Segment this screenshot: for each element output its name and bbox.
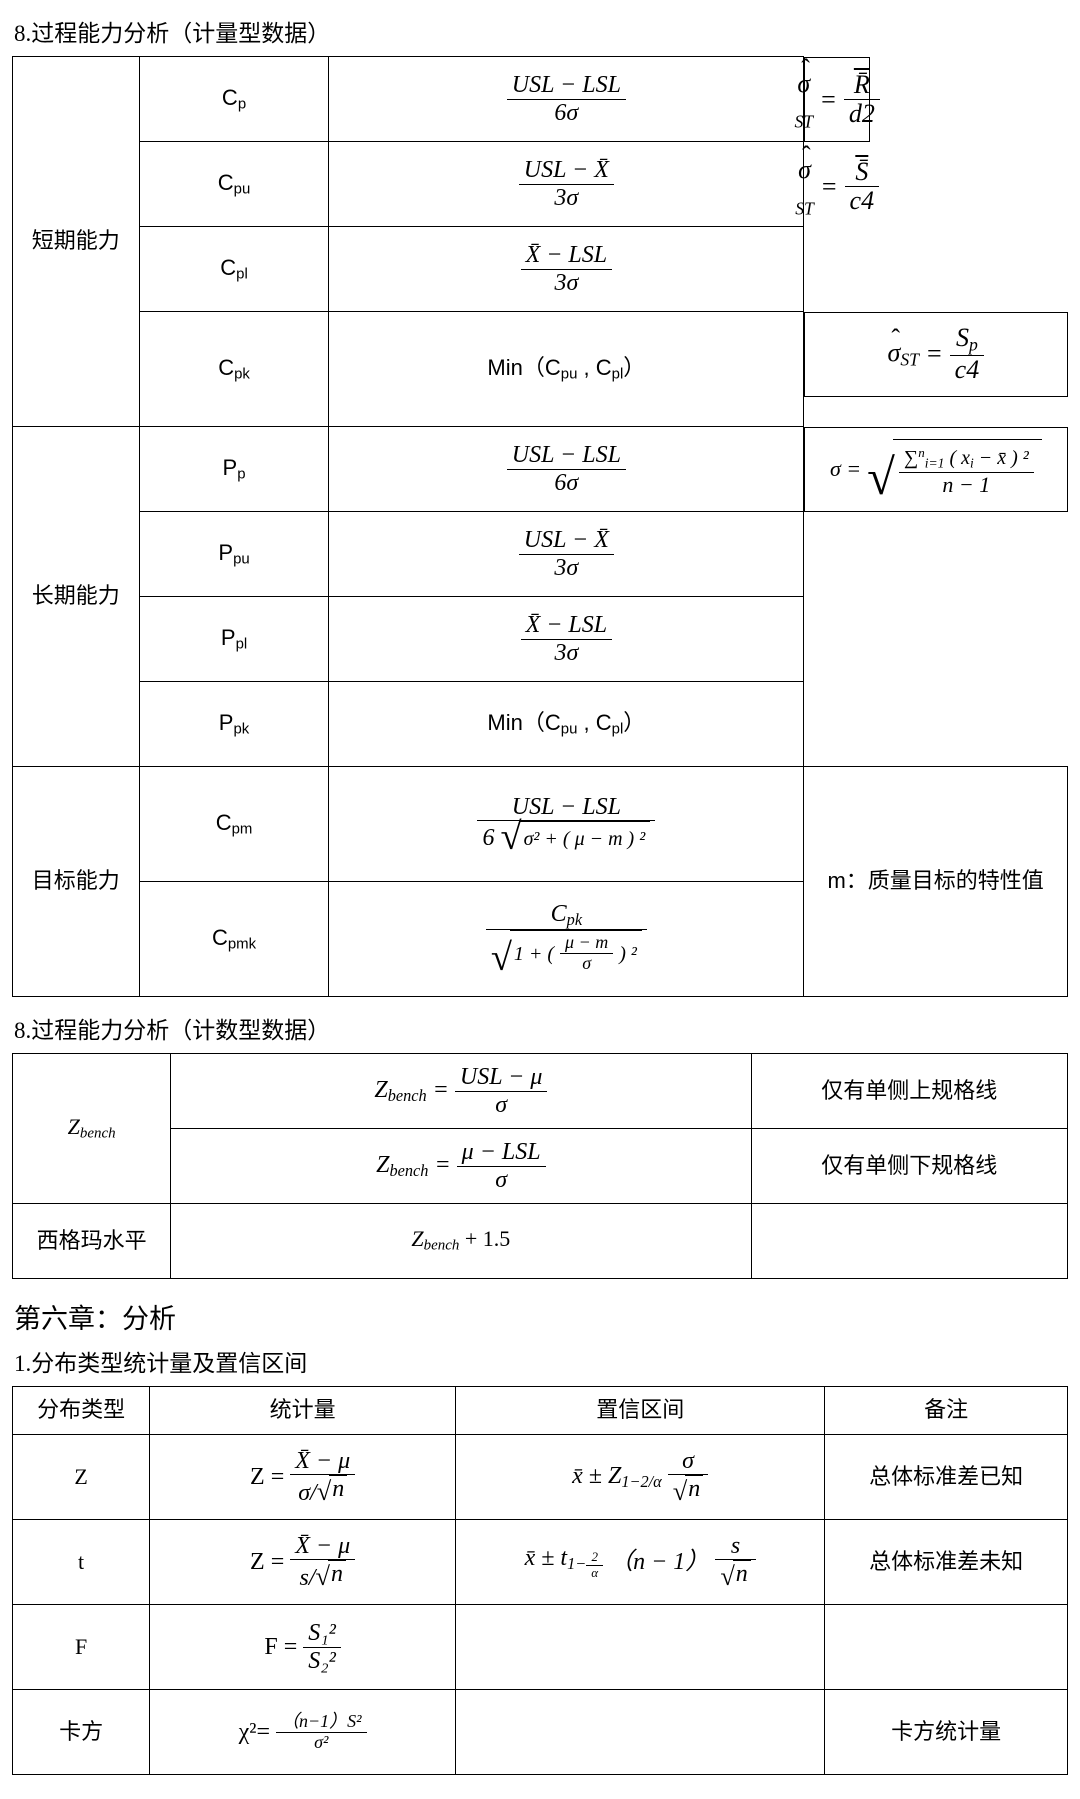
row-label-short: 短期能力 bbox=[13, 57, 140, 427]
formula-cpl: X̄ − LSL3σ bbox=[329, 227, 804, 312]
dist-t-label: t bbox=[13, 1520, 150, 1605]
table-row: Ppl X̄ − LSL3σ bbox=[13, 597, 1068, 682]
dist-chi-ci bbox=[456, 1690, 825, 1775]
capability-table-continuous: 短期能力 Cp USL − LSL6σ σST = R̄d2 σST = S̄c… bbox=[12, 56, 1068, 997]
table-row: Ppk Min（Cpu , Cpl） bbox=[13, 682, 1068, 767]
symbol-cpm: Cpm bbox=[139, 767, 329, 882]
zbench-note-upper: 仅有单侧上规格线 bbox=[751, 1054, 1068, 1129]
header-stat: 统计量 bbox=[150, 1387, 456, 1435]
formula-cpu: USL − X̄3σ bbox=[329, 142, 804, 227]
side-short-sigma-sp: σST = Spc4 bbox=[804, 312, 1067, 397]
dist-f-label: F bbox=[13, 1605, 150, 1690]
table-row: Z Z = X̄ − μ σ/√n x̄ ± Z1−2/α σ √n 总体标准差… bbox=[13, 1435, 1068, 1520]
row-label-target: 目标能力 bbox=[13, 767, 140, 997]
formula-ppu: USL − X̄3σ bbox=[329, 512, 804, 597]
dist-f-stat: F = S₁²S₂² bbox=[150, 1605, 456, 1690]
formula-cpm: USL − LSL 6 √σ² + ( μ − m ) ² bbox=[329, 767, 804, 882]
side-target-note: m：质量目标的特性值 bbox=[804, 767, 1068, 997]
zbench-formula-lower: Zbench = μ − LSLσ bbox=[171, 1129, 751, 1204]
table-row: Zbench Zbench = USL − μσ 仅有单侧上规格线 bbox=[13, 1054, 1068, 1129]
capability-table-discrete: Zbench Zbench = USL − μσ 仅有单侧上规格线 Zbench… bbox=[12, 1053, 1068, 1279]
distribution-table: 分布类型 统计量 置信区间 备注 Z Z = X̄ − μ σ/√n x̄ ± … bbox=[12, 1386, 1068, 1775]
header-dist: 分布类型 bbox=[13, 1387, 150, 1435]
symbol-ppk: Ppk bbox=[139, 682, 329, 767]
dist-chi-stat: χ²= （n−1）S²σ² bbox=[150, 1690, 456, 1775]
symbol-cpu: Cpu bbox=[139, 142, 329, 227]
dist-t-note: 总体标准差未知 bbox=[825, 1520, 1068, 1605]
symbol-ppl: Ppl bbox=[139, 597, 329, 682]
table-row: Cpk Min（Cpu , Cpl） σST = Spc4 bbox=[13, 312, 1068, 427]
table-row: Cpl X̄ − LSL3σ bbox=[13, 227, 1068, 312]
row-label-long: 长期能力 bbox=[13, 427, 140, 767]
formula-cpmk: Cpk √ 1 + ( μ − mσ ) ² bbox=[329, 882, 804, 997]
formula-ppl: X̄ − LSL3σ bbox=[329, 597, 804, 682]
section-title-2: 8.过程能力分析（计数型数据） bbox=[14, 1011, 1068, 1045]
sigma-level-formula: Zbench + 1.5 bbox=[171, 1204, 751, 1279]
chapter-title: 第六章：分析 bbox=[14, 1297, 1068, 1336]
table-row: t Z = X̄ − μ s/√n x̄ ± t1−2α （n − 1） s √… bbox=[13, 1520, 1068, 1605]
dist-z-label: Z bbox=[13, 1435, 150, 1520]
zbench-formula-upper: Zbench = USL − μσ bbox=[171, 1054, 751, 1129]
table-header-row: 分布类型 统计量 置信区间 备注 bbox=[13, 1387, 1068, 1435]
table-row: Zbench = μ − LSLσ 仅有单侧下规格线 bbox=[13, 1129, 1068, 1204]
table-row: F F = S₁²S₂² bbox=[13, 1605, 1068, 1690]
dist-z-ci: x̄ ± Z1−2/α σ √n bbox=[456, 1435, 825, 1520]
symbol-cpk: Cpk bbox=[139, 312, 329, 427]
table-row: 目标能力 Cpm USL − LSL 6 √σ² + ( μ − m ) ² m… bbox=[13, 767, 1068, 882]
dist-t-stat: Z = X̄ − μ s/√n bbox=[150, 1520, 456, 1605]
formula-pp: USL − LSL6σ bbox=[329, 427, 804, 512]
header-note: 备注 bbox=[825, 1387, 1068, 1435]
dist-f-ci bbox=[456, 1605, 825, 1690]
table-row: 长期能力 Pp USL − LSL6σ σ = √ ∑ni=1 ( xi − x… bbox=[13, 427, 1068, 512]
dist-f-note bbox=[825, 1605, 1068, 1690]
zbench-label: Zbench bbox=[13, 1054, 171, 1204]
section-title-1: 8.过程能力分析（计量型数据） bbox=[14, 14, 1068, 48]
symbol-ppu: Ppu bbox=[139, 512, 329, 597]
dist-chi-note: 卡方统计量 bbox=[825, 1690, 1068, 1775]
dist-chi-label: 卡方 bbox=[13, 1690, 150, 1775]
zbench-note-lower: 仅有单侧下规格线 bbox=[751, 1129, 1068, 1204]
table-row: 西格玛水平 Zbench + 1.5 bbox=[13, 1204, 1068, 1279]
sigma-level-label: 西格玛水平 bbox=[13, 1204, 171, 1279]
table-row: Cpu USL − X̄3σ bbox=[13, 142, 1068, 227]
side-short-sigma: σST = R̄d2 σST = S̄c4 bbox=[804, 57, 870, 142]
side-long-sigma: σ = √ ∑ni=1 ( xi − x̄ ) ² n − 1 bbox=[804, 427, 1067, 512]
formula-cpk: Min（Cpu , Cpl） bbox=[329, 312, 804, 427]
sigma-level-note bbox=[751, 1204, 1068, 1279]
dist-z-note: 总体标准差已知 bbox=[825, 1435, 1068, 1520]
table-row: 卡方 χ²= （n−1）S²σ² 卡方统计量 bbox=[13, 1690, 1068, 1775]
header-ci: 置信区间 bbox=[456, 1387, 825, 1435]
symbol-cp: Cp bbox=[139, 57, 329, 142]
symbol-cpl: Cpl bbox=[139, 227, 329, 312]
formula-cp: USL − LSL6σ bbox=[329, 57, 804, 142]
dist-z-stat: Z = X̄ − μ σ/√n bbox=[150, 1435, 456, 1520]
formula-ppk: Min（Cpu , Cpl） bbox=[329, 682, 804, 767]
dist-t-ci: x̄ ± t1−2α （n − 1） s √n bbox=[456, 1520, 825, 1605]
symbol-cpmk: Cpmk bbox=[139, 882, 329, 997]
section-title-3: 1.分布类型统计量及置信区间 bbox=[14, 1344, 1068, 1378]
symbol-pp: Pp bbox=[139, 427, 329, 512]
table-row: 短期能力 Cp USL − LSL6σ σST = R̄d2 σST = S̄c… bbox=[13, 57, 1068, 142]
table-row: Ppu USL − X̄3σ bbox=[13, 512, 1068, 597]
